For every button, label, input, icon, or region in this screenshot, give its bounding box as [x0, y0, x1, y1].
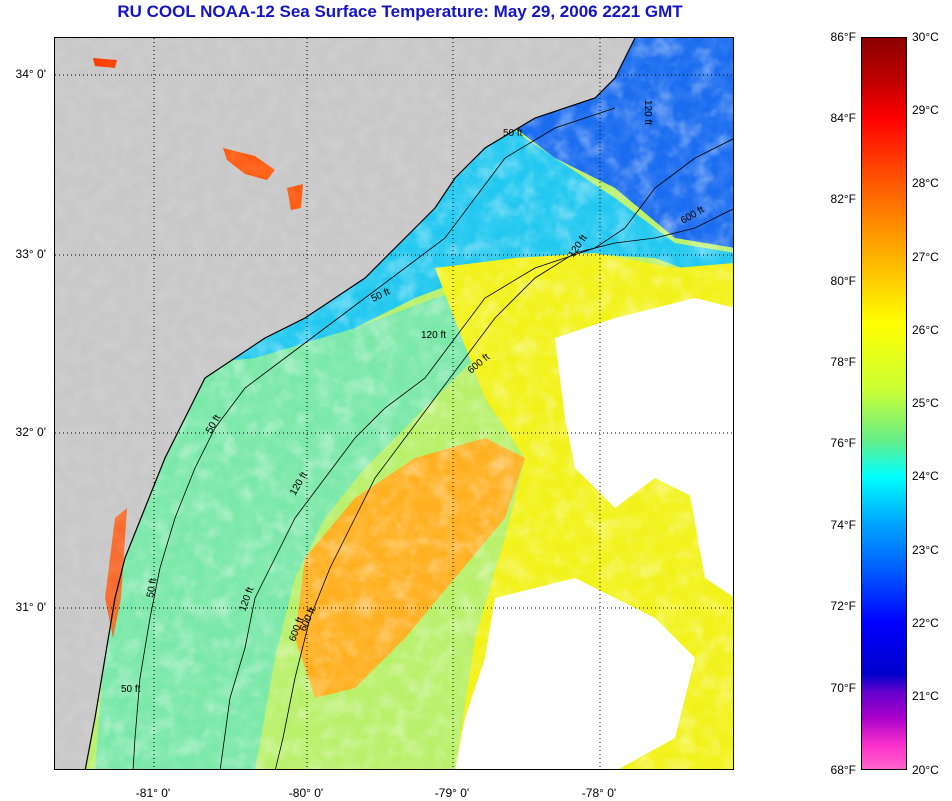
contour-50ft [132, 107, 616, 769]
map-title: RU COOL NOAA-12 Sea Surface Temperature:… [117, 2, 683, 21]
colorbar-tick-f: 82°F [830, 192, 856, 206]
colorbar-tick-c: 26°C [912, 323, 939, 337]
contour-label: 50 ft [121, 684, 141, 695]
lon-label: -79° 0' [434, 786, 470, 800]
sst-map-svg: 50 ft 120 ft 600 ft 50 ft 120 ft 600 ft … [55, 38, 733, 769]
lon-label: -78° 0' [581, 786, 617, 800]
contour-label: 120 ft [642, 100, 653, 125]
contour-120ft [219, 138, 733, 769]
colorbar-tick-c: 22°C [912, 616, 939, 630]
graticule [55, 38, 733, 769]
sst-texture [55, 38, 733, 769]
colorbar-tick-f: 70°F [830, 681, 856, 695]
contour-label: 50 ft [503, 128, 523, 139]
sst-map: 50 ft 120 ft 600 ft 50 ft 120 ft 600 ft … [54, 37, 734, 770]
temperature-colorbar [861, 37, 907, 770]
colorbar-tick-c: 29°C [912, 103, 939, 117]
lat-label: 33° 0' [15, 247, 46, 261]
contour-label: 120 ft [421, 330, 446, 341]
colorbar-tick-c: 27°C [912, 250, 939, 264]
colorbar-tick-f: 76°F [830, 436, 856, 450]
colorbar-tick-f: 80°F [830, 274, 856, 288]
lat-label: 31° 0' [15, 600, 46, 614]
colorbar-tick-c: 25°C [912, 396, 939, 410]
colorbar-tick-f: 72°F [830, 599, 856, 613]
lat-label: 34° 0' [15, 67, 46, 81]
colorbar-tick-f: 74°F [830, 518, 856, 532]
colorbar-tick-f: 78°F [830, 355, 856, 369]
colorbar-tick-c: 20°C [912, 763, 939, 777]
colorbar-tick-c: 30°C [912, 30, 939, 44]
colorbar-tick-c: 24°C [912, 469, 939, 483]
colorbar-tick-c: 23°C [912, 543, 939, 557]
coastline [84, 38, 636, 769]
colorbar-tick-c: 21°C [912, 689, 939, 703]
contour-label: 50 ft [145, 577, 159, 598]
lon-label: -81° 0' [135, 786, 171, 800]
colorbar-tick-c: 28°C [912, 176, 939, 190]
lon-label: -80° 0' [288, 786, 324, 800]
colorbar-tick-f: 84°F [830, 111, 856, 125]
lat-label: 32° 0' [15, 425, 46, 439]
colorbar-tick-f: 86°F [830, 30, 856, 44]
contour-600ft [275, 208, 733, 769]
colorbar-tick-f: 68°F [830, 763, 856, 777]
